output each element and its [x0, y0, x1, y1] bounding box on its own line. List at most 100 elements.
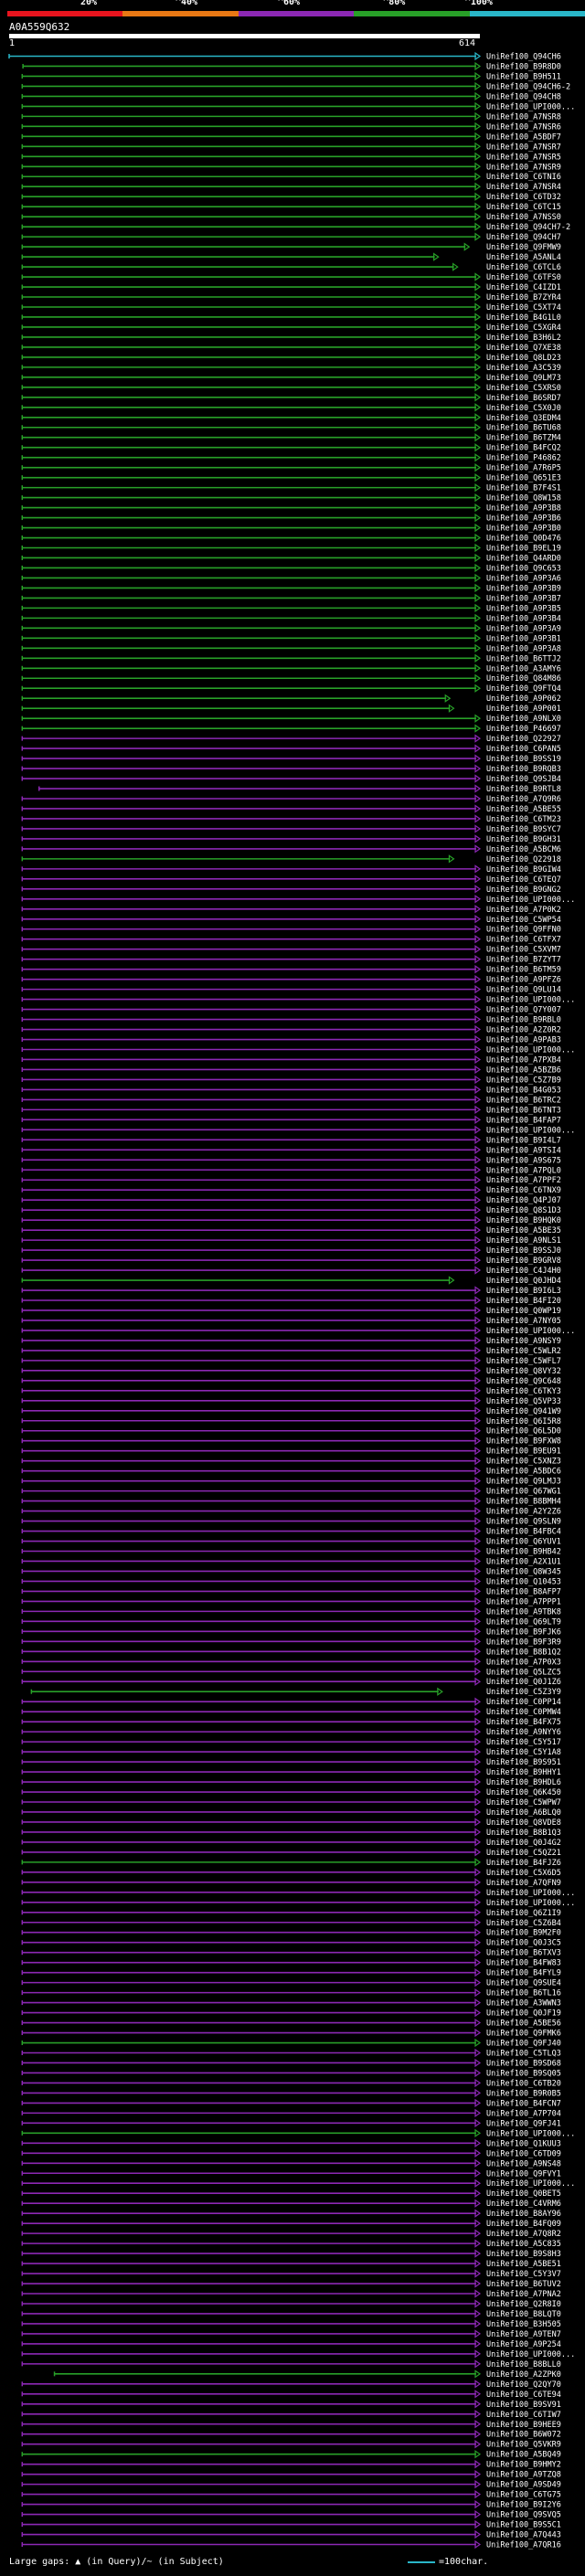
hit-label[interactable]: UniRef100_C4IZD1 [486, 283, 561, 292]
hit-label[interactable]: UniRef100_C5Y1A8 [486, 1748, 561, 1757]
hit-label[interactable]: UniRef100_B9HEE9 [486, 2421, 561, 2430]
hit-label[interactable]: UniRef100_Q5VP33 [486, 1397, 561, 1406]
hit-label[interactable]: UniRef100_A9NLS1 [486, 1236, 561, 1246]
hit-label[interactable]: UniRef100_C6TKY3 [486, 1387, 561, 1396]
hit-label[interactable]: UniRef100_A2X1U1 [486, 1557, 561, 1566]
hit-label[interactable]: UniRef100_B8AFP7 [486, 1587, 561, 1596]
hit-label[interactable]: UniRef100_A7NSR5 [486, 153, 561, 162]
hit-label[interactable]: UniRef100_UPI000... [486, 2179, 575, 2189]
hit-label[interactable]: UniRef100_B8B1Q2 [486, 1648, 561, 1657]
hit-label[interactable]: UniRef100_B9SS19 [486, 755, 561, 764]
hit-label[interactable]: UniRef100_A9P3A6 [486, 574, 561, 583]
hit-label[interactable]: UniRef100_A5C835 [486, 2240, 561, 2249]
hit-label[interactable]: UniRef100_A7NSR7 [486, 143, 561, 152]
hit-label[interactable]: UniRef100_B6TUV2 [486, 2280, 561, 2289]
hit-label[interactable]: UniRef100_Q2QY70 [486, 2380, 561, 2390]
hit-label[interactable]: UniRef100_UPI000... [486, 2129, 575, 2138]
hit-label[interactable]: UniRef100_UPI000... [486, 1046, 575, 1055]
hit-label[interactable]: UniRef100_A9P3B8 [486, 504, 561, 514]
hit-label[interactable]: UniRef100_C5XRS0 [486, 384, 561, 393]
hit-label[interactable]: UniRef100_A3AMY6 [486, 664, 561, 673]
hit-label[interactable]: UniRef100_B9SD68 [486, 2059, 561, 2068]
hit-label[interactable]: UniRef100_A5BE51 [486, 2260, 561, 2269]
hit-label[interactable]: UniRef100_C5XT74 [486, 303, 561, 313]
hit-label[interactable]: UniRef100_B4FI20 [486, 1297, 561, 1306]
hit-label[interactable]: UniRef100_Q0WP19 [486, 1307, 561, 1316]
hit-label[interactable]: UniRef100_C6TC15 [486, 203, 561, 212]
hit-label[interactable]: UniRef100_Q9SLN9 [486, 1518, 561, 1527]
hit-label[interactable]: UniRef100_Q67WG1 [486, 1488, 561, 1497]
hit-label[interactable]: UniRef100_A7R6P5 [486, 464, 561, 473]
hit-label[interactable]: UniRef100_B3H505 [486, 2320, 561, 2329]
hit-label[interactable]: UniRef100_Q69LT9 [486, 1617, 561, 1627]
hit-label[interactable]: UniRef100_B9FXW8 [486, 1437, 561, 1447]
hit-label[interactable]: UniRef100_A9TBK8 [486, 1607, 561, 1617]
hit-label[interactable]: UniRef100_B9RBL0 [486, 1016, 561, 1025]
hit-label[interactable]: UniRef100_B9GNG2 [486, 885, 561, 895]
hit-label[interactable]: UniRef100_Q6Z1I9 [486, 1909, 561, 1918]
hit-label[interactable]: UniRef100_B4G053 [486, 1086, 561, 1095]
hit-label[interactable]: UniRef100_Q9C653 [486, 564, 561, 573]
hit-label[interactable]: UniRef100_UPI000... [486, 996, 575, 1005]
hit-label[interactable]: UniRef100_C5XVM7 [486, 946, 561, 955]
hit-label[interactable]: UniRef100_B6TRC2 [486, 1096, 561, 1105]
hit-label[interactable]: UniRef100_A2Z0R2 [486, 1026, 561, 1035]
hit-label[interactable]: UniRef100_Q6I5R8 [486, 1417, 561, 1426]
hit-label[interactable]: UniRef100_B9S951 [486, 1758, 561, 1767]
hit-label[interactable]: UniRef100_Q8S1D3 [486, 1206, 561, 1215]
hit-label[interactable]: UniRef100_B3H6L2 [486, 334, 561, 343]
hit-label[interactable]: UniRef100_B6TL16 [486, 1989, 561, 1998]
hit-label[interactable]: UniRef100_A3WWN3 [486, 1999, 561, 2009]
hit-label[interactable]: UniRef100_UPI000... [486, 1889, 575, 1898]
hit-label[interactable]: UniRef100_C0PP14 [486, 1698, 561, 1707]
hit-label[interactable]: UniRef100_A7PNA2 [486, 2290, 561, 2299]
hit-label[interactable]: UniRef100_B4FAP7 [486, 1116, 561, 1125]
hit-label[interactable]: UniRef100_Q0BET5 [486, 2189, 561, 2199]
hit-label[interactable]: UniRef100_A9P062 [486, 694, 561, 704]
hit-label[interactable]: UniRef100_UPI000... [486, 102, 575, 111]
hit-label[interactable]: UniRef100_B4FJZ6 [486, 1859, 561, 1868]
hit-label[interactable]: UniRef100_B6TZM4 [486, 434, 561, 443]
hit-label[interactable]: UniRef100_Q8VDE8 [486, 1818, 561, 1828]
hit-label[interactable]: UniRef100_C5Y3V7 [486, 2270, 561, 2279]
hit-label[interactable]: UniRef100_P46862 [486, 454, 561, 463]
hit-label[interactable]: UniRef100_B4FW83 [486, 1959, 561, 1968]
hit-label[interactable]: UniRef100_A9P3B6 [486, 514, 561, 524]
hit-label[interactable]: UniRef100_Q9FJ41 [486, 2119, 561, 2128]
hit-label[interactable]: UniRef100_Q4PJ07 [486, 1196, 561, 1205]
hit-label[interactable]: UniRef100_B6TTJ2 [486, 654, 561, 663]
hit-label[interactable]: UniRef100_B8AY96 [486, 2210, 561, 2219]
hit-label[interactable]: UniRef100_C5Y517 [486, 1738, 561, 1747]
hit-label[interactable]: UniRef100_B6TXV3 [486, 1949, 561, 1958]
hit-label[interactable]: UniRef100_B9RTL8 [486, 785, 561, 794]
hit-label[interactable]: UniRef100_B4FCN7 [486, 2099, 561, 2108]
hit-label[interactable]: UniRef100_A7QR16 [486, 2541, 561, 2550]
hit-label[interactable]: UniRef100_A7NSR8 [486, 112, 561, 122]
hit-label[interactable]: UniRef100_A9NS48 [486, 2159, 561, 2168]
hit-label[interactable]: UniRef100_Q9FFN0 [486, 926, 561, 935]
hit-label[interactable]: UniRef100_B9EL19 [486, 545, 561, 554]
hit-label[interactable]: UniRef100_A7P0K2 [486, 906, 561, 915]
hit-label[interactable]: UniRef100_Q8W158 [486, 494, 561, 504]
hit-label[interactable]: UniRef100_B9R8D0 [486, 62, 561, 71]
hit-label[interactable]: UniRef100_Q9LM73 [486, 374, 561, 383]
hit-label[interactable]: UniRef100_Q0D476 [486, 535, 561, 544]
hit-label[interactable]: UniRef100_B6SRD7 [486, 394, 561, 403]
hit-label[interactable]: UniRef100_B8B1Q3 [486, 1829, 561, 1838]
hit-label[interactable]: UniRef100_A5BDC6 [486, 1468, 561, 1477]
hit-label[interactable]: UniRef100_A6BLQ0 [486, 1808, 561, 1818]
hit-label[interactable]: UniRef100_C5WPW7 [486, 1798, 561, 1807]
hit-label[interactable]: UniRef100_C6TE94 [486, 2390, 561, 2400]
hit-label[interactable]: UniRef100_A7NSR9 [486, 163, 561, 172]
hit-label[interactable]: UniRef100_A9P3A9 [486, 624, 561, 633]
hit-label[interactable]: UniRef100_Q8W345 [486, 1567, 561, 1576]
hit-label[interactable]: UniRef100_C6TNI6 [486, 173, 561, 182]
hit-label[interactable]: UniRef100_C5Z6B4 [486, 1919, 561, 1928]
hit-label[interactable]: UniRef100_A7NSR6 [486, 122, 561, 132]
hit-label[interactable]: UniRef100_A9P3B9 [486, 584, 561, 593]
hit-label[interactable]: UniRef100_C6TFS0 [486, 273, 561, 282]
hit-label[interactable]: UniRef100_A9S675 [486, 1156, 561, 1165]
hit-label[interactable]: UniRef100_B9EU91 [486, 1447, 561, 1457]
hit-label[interactable]: UniRef100_Q9LU14 [486, 986, 561, 995]
hit-label[interactable]: UniRef100_B9FJK6 [486, 1627, 561, 1637]
